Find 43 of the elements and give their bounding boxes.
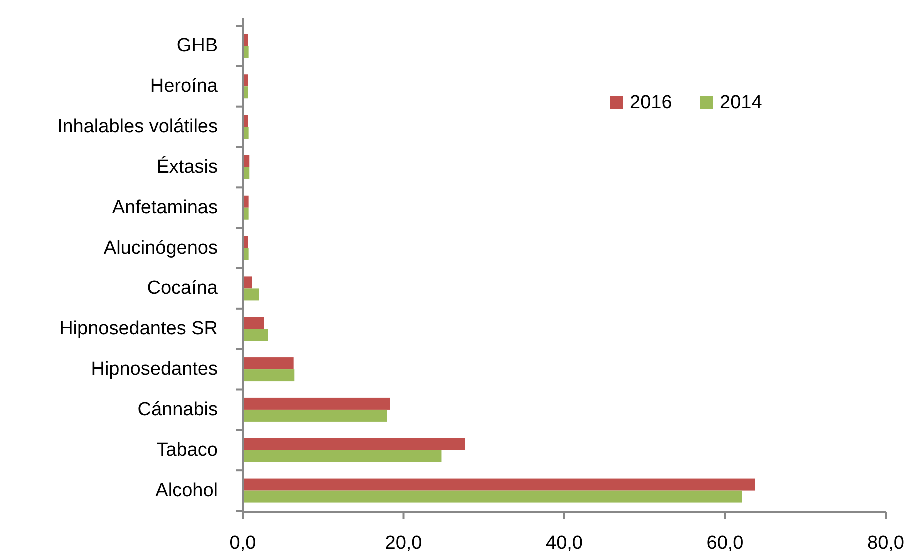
x-tick-label: 0,0	[230, 533, 256, 554]
x-tick-label: 80,0	[868, 533, 904, 554]
bar	[244, 398, 390, 410]
x-tick-label: 40,0	[546, 533, 583, 554]
y-tick-label: Alcohol	[156, 480, 218, 502]
bar	[244, 167, 250, 180]
bar	[244, 370, 295, 382]
bar	[244, 196, 249, 208]
bar	[244, 410, 388, 422]
bar	[244, 358, 294, 370]
y-tick-label: Heroína	[150, 76, 218, 98]
y-tick-label: Anfetaminas	[112, 197, 218, 218]
bar	[244, 276, 252, 289]
bar	[244, 74, 248, 87]
legend-label: 2016	[630, 92, 672, 114]
y-tick-label: Tabaco	[156, 440, 218, 461]
bar	[244, 208, 249, 220]
legend-label: 2014	[720, 92, 763, 114]
bar	[244, 236, 248, 248]
bar	[244, 438, 466, 450]
y-tick-label: Hipnosedantes SR	[60, 318, 218, 340]
bar	[244, 34, 248, 46]
bar	[244, 450, 442, 462]
bar	[244, 317, 264, 330]
bar	[244, 329, 268, 342]
bar	[244, 127, 249, 140]
bar	[244, 155, 250, 168]
y-tick-label: Éxtasis	[156, 156, 218, 178]
bar	[244, 478, 756, 491]
y-tick-label: Alucinógenos	[104, 238, 218, 259]
bar	[244, 115, 248, 128]
bar	[244, 288, 260, 301]
bar	[244, 46, 249, 58]
bar	[244, 86, 248, 99]
y-tick-label: Cocaína	[147, 278, 218, 300]
y-tick-label: GHB	[176, 36, 218, 57]
y-tick-label: Cánnabis	[138, 399, 218, 420]
x-tick-label: 60,0	[706, 533, 744, 554]
x-tick-label: 20,0	[385, 533, 422, 554]
y-tick-label: Hipnosedantes	[91, 359, 218, 380]
bar	[244, 248, 249, 260]
bar	[244, 490, 742, 503]
y-tick-label: Inhalables volátiles	[57, 116, 218, 138]
